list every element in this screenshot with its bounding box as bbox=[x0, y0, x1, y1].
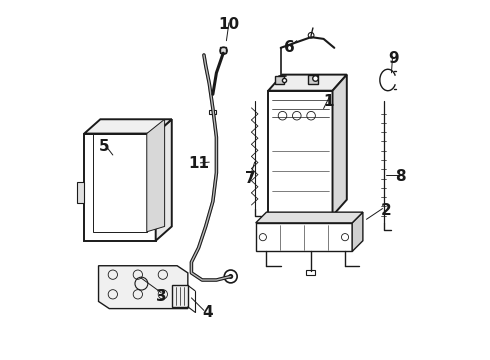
Text: 2: 2 bbox=[381, 203, 392, 218]
Bar bbox=[84, 134, 156, 241]
Polygon shape bbox=[84, 119, 172, 134]
Text: 6: 6 bbox=[284, 40, 295, 55]
Text: 4: 4 bbox=[202, 305, 213, 320]
Polygon shape bbox=[333, 75, 347, 216]
Bar bbox=[308, 75, 318, 84]
Text: 10: 10 bbox=[219, 17, 240, 32]
Circle shape bbox=[228, 274, 233, 279]
Text: 3: 3 bbox=[156, 289, 167, 303]
Polygon shape bbox=[256, 212, 363, 223]
Bar bbox=[268, 91, 333, 216]
Polygon shape bbox=[147, 119, 165, 232]
Bar bbox=[275, 76, 284, 84]
Text: 8: 8 bbox=[395, 169, 406, 184]
Text: 7: 7 bbox=[245, 171, 256, 186]
Text: 11: 11 bbox=[188, 157, 209, 171]
Bar bbox=[93, 134, 147, 232]
Bar bbox=[306, 270, 315, 275]
Text: 1: 1 bbox=[324, 94, 334, 109]
Bar bbox=[220, 47, 226, 53]
Polygon shape bbox=[156, 119, 172, 241]
Polygon shape bbox=[98, 266, 188, 309]
Bar bbox=[209, 110, 216, 114]
Polygon shape bbox=[352, 212, 363, 251]
Polygon shape bbox=[268, 75, 347, 91]
Text: 5: 5 bbox=[98, 139, 109, 154]
Bar bbox=[172, 285, 188, 307]
Bar bbox=[256, 223, 352, 251]
Polygon shape bbox=[77, 182, 84, 203]
Text: 9: 9 bbox=[388, 51, 398, 66]
